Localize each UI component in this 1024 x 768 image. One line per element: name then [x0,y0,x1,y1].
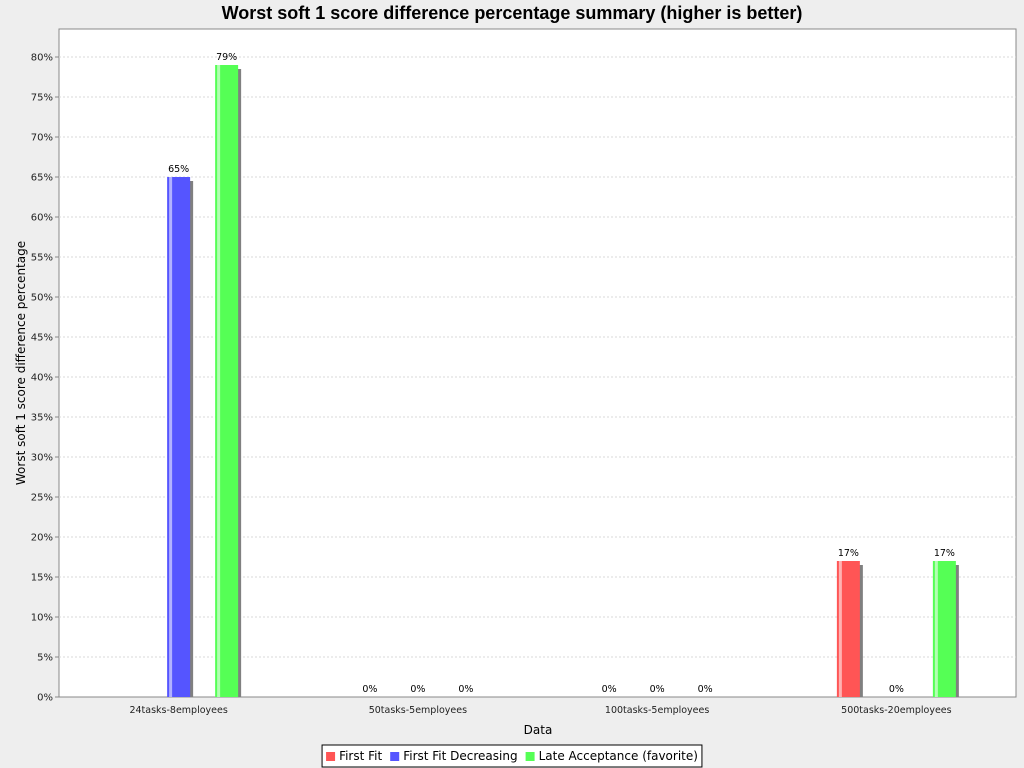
legend-box [321,744,703,768]
y-tick-label: 55% [31,253,53,264]
y-tick-label: 40% [31,373,53,384]
data-label: 17% [838,548,859,559]
data-label: 65% [168,164,189,175]
y-tick-label: 75% [31,93,53,104]
bar-highlight [838,561,842,697]
data-label: 0% [698,684,713,695]
y-axis: 0% 5% 10% 15% 20% 25% 30% 35% 40% 45% 50% 55% 60% 65%… [31,53,59,704]
x-tick-label: 24tasks-8employees [129,705,227,716]
bar [932,561,956,697]
legend-label: Late Acceptance (favorite) [539,749,698,763]
y-tick-label: 5% [37,653,53,664]
bars: 65% 79% 0% 0% 0% 0% 0% 0% 17% 0% 17% [167,52,959,697]
legend-label: First Fit Decreasing [403,749,517,763]
data-label: 0% [362,684,377,695]
y-tick-label: 70% [31,133,53,144]
y-tick-label: 0% [37,693,53,704]
legend: First Fit First Fit Decreasing Late Accept… [321,744,703,768]
x-axis-label: Data [524,723,553,737]
y-tick-label: 50% [31,293,53,304]
bar [167,177,191,697]
data-label: 17% [934,548,955,559]
data-label: 0% [650,684,665,695]
y-tick-label: 35% [31,413,53,424]
x-tick-label: 100tasks-5employees [605,705,709,716]
chart-title: Worst soft 1 score difference percentage… [222,3,803,23]
data-label: 0% [458,684,473,695]
plot-area [58,28,1017,698]
legend-label: First Fit [339,749,382,763]
y-tick-label: 30% [31,453,53,464]
legend-swatch [390,752,400,761]
y-axis-label: Worst soft 1 score difference percentage [14,241,28,485]
y-tick-label: 10% [31,613,53,624]
data-label: 0% [602,684,617,695]
y-tick-label: 80% [31,53,53,64]
data-label: 0% [410,684,425,695]
y-tick-label: 65% [31,173,53,184]
data-label: 79% [216,52,237,63]
y-tick-label: 25% [31,493,53,504]
x-axis: 24tasks-8employees 50tasks-5employees 100t… [129,705,951,716]
x-tick-label: 50tasks-5employees [369,705,467,716]
bar-highlight [217,65,221,697]
data-label: 0% [889,684,904,695]
y-tick-label: 45% [31,333,53,344]
bar [836,561,860,697]
bar [215,65,239,697]
y-tick-label: 20% [31,533,53,544]
legend-swatch [525,752,535,761]
y-tick-label: 15% [31,573,53,584]
y-tick-label: 60% [31,213,53,224]
x-tick-label: 500tasks-20employees [841,705,951,716]
legend-swatch [326,752,336,761]
bar-highlight [169,177,173,697]
bar-highlight [934,561,938,697]
